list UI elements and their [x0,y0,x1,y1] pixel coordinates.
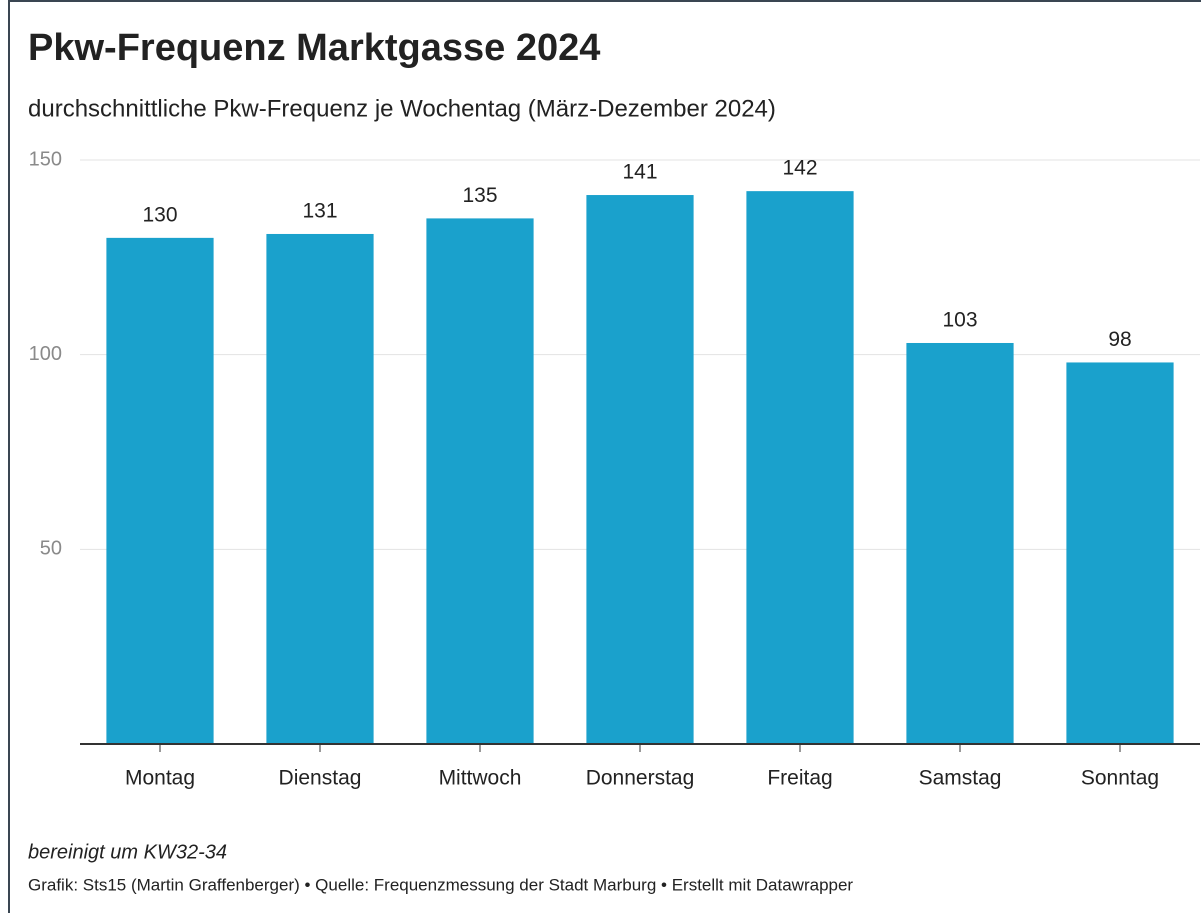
value-label: 130 [142,203,177,226]
bar [1066,362,1174,744]
bar [266,233,374,744]
bar [106,237,214,744]
bar [586,195,694,745]
bar [906,342,1014,744]
x-tick-label: Freitag [767,767,832,790]
credit: Grafik: Sts15 (Martin Graffenberger) • Q… [28,875,853,894]
note: bereinigt um KW32-34 [28,841,227,863]
value-label: 135 [462,184,497,207]
x-tick-label: Donnerstag [586,767,695,790]
y-tick-label: 100 [29,343,62,365]
value-label: 142 [782,157,817,180]
value-label: 131 [302,200,337,223]
x-tick-label: Dienstag [279,767,362,790]
y-tick-label: 50 [40,538,62,560]
chart-subtitle: durchschnittliche Pkw-Frequenz je Wochen… [28,95,776,122]
value-label: 103 [942,309,977,332]
bar [746,191,854,744]
x-tick-label: Samstag [919,767,1002,790]
frame [8,0,1201,913]
x-tick-label: Sonntag [1081,767,1159,790]
chart-title: Pkw-Frequenz Marktgasse 2024 [28,27,600,69]
value-label: 141 [622,161,657,184]
bar [426,218,534,744]
y-tick-label: 150 [29,148,62,170]
x-tick-label: Mittwoch [439,767,522,790]
value-label: 98 [1108,328,1131,351]
x-tick-label: Montag [125,767,195,790]
